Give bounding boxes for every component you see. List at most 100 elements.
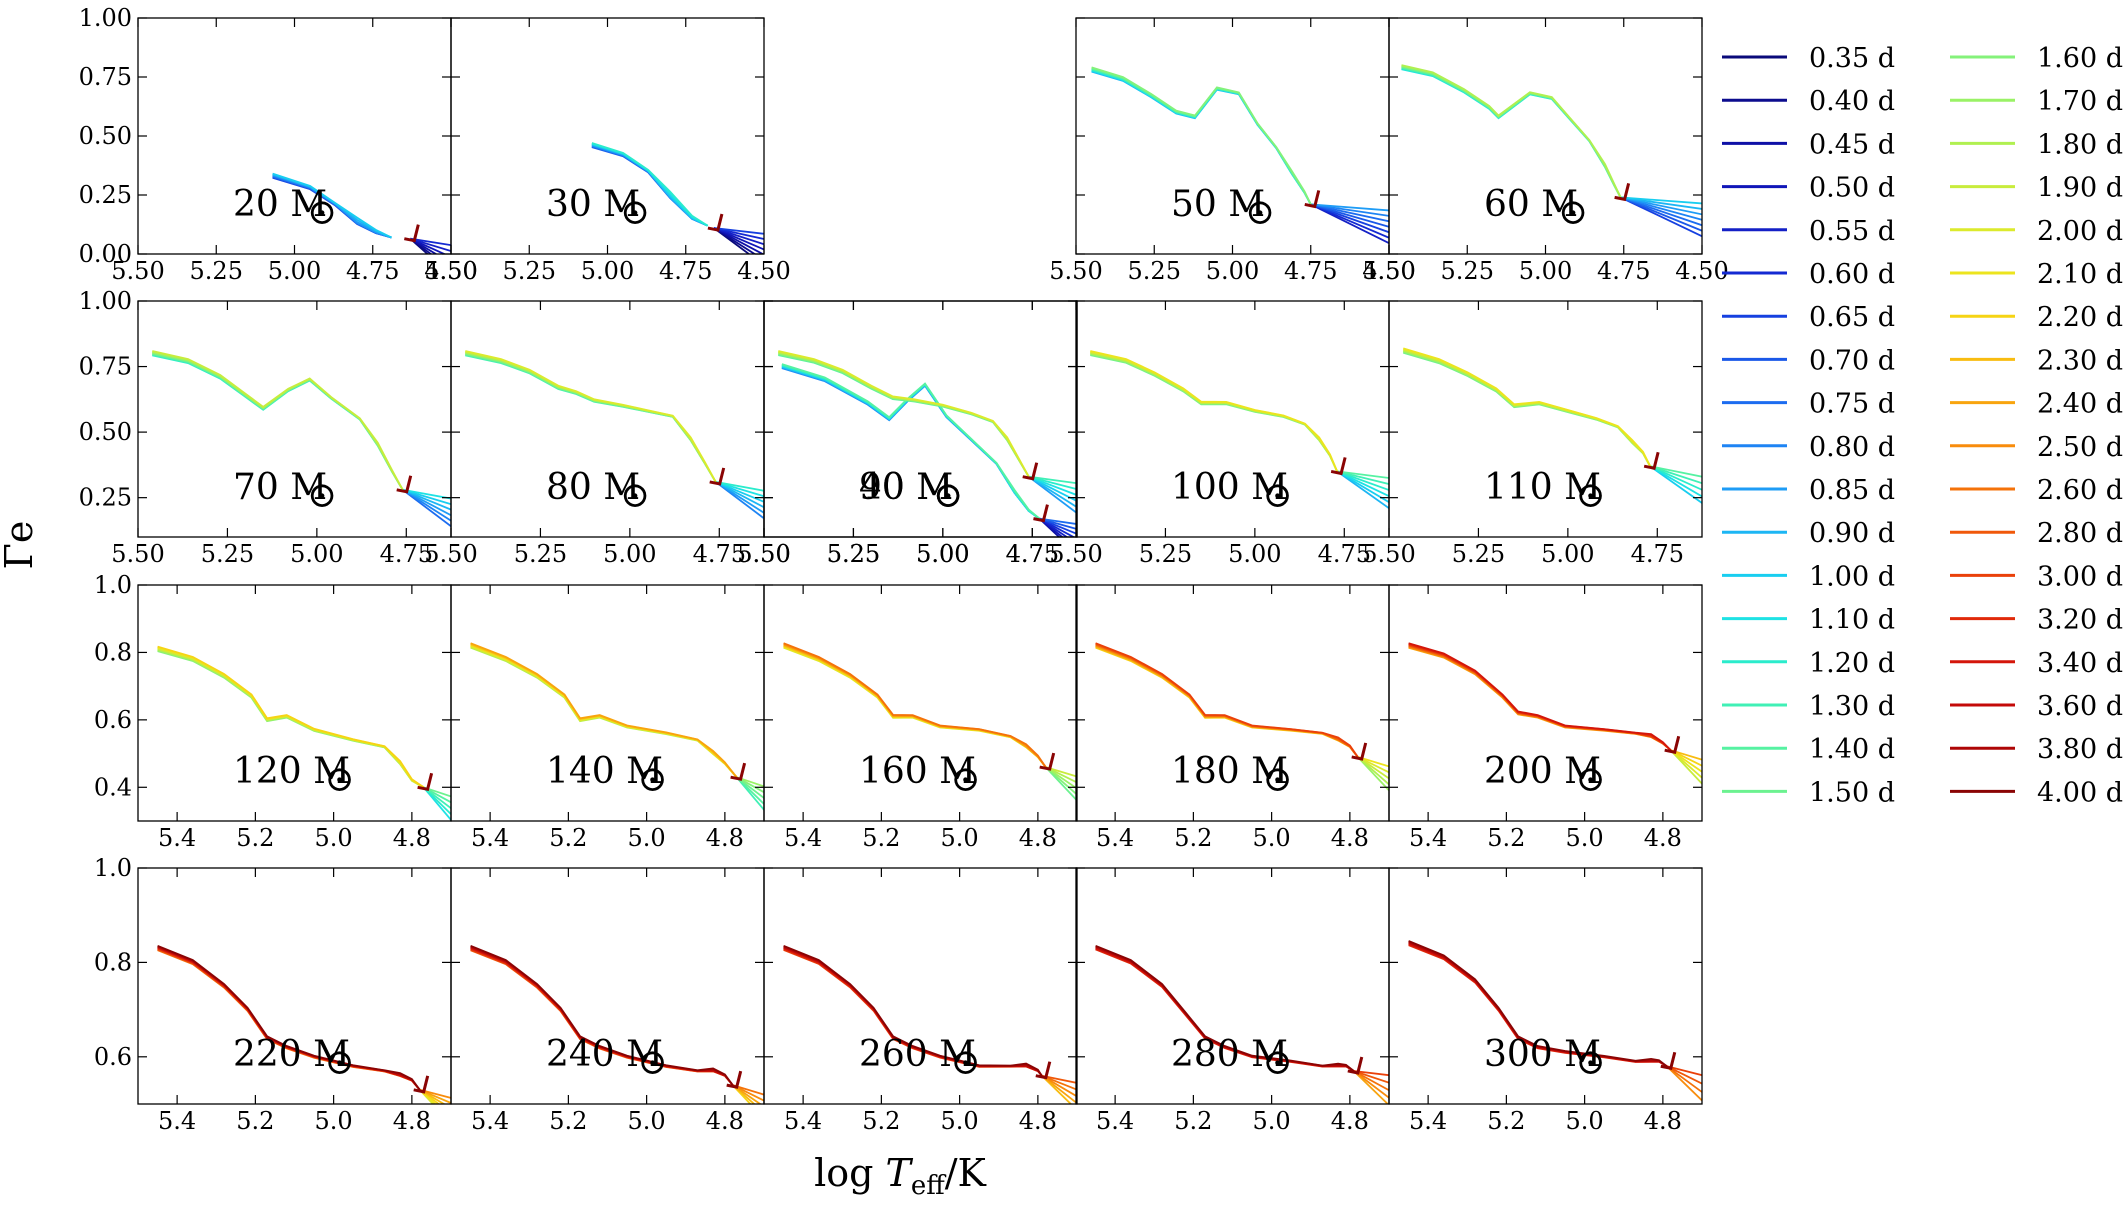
x-axis-label: log Teff/K <box>814 1151 986 1201</box>
panel-280: 5.4 5.2 5.0 4.8 280 M⊙ <box>1075 867 1390 1135</box>
track-2-50-d <box>419 1088 451 1099</box>
zams-hook <box>730 762 747 781</box>
panel-tracks <box>783 642 1077 802</box>
track-2-40-d <box>470 642 738 778</box>
track-1-50-d <box>1403 351 1651 467</box>
legend-item-2-30-d: 2.30 d <box>1950 345 2123 376</box>
legend-item-1-10-d: 1.10 d <box>1722 605 1895 636</box>
x-tick-label: 4.8 <box>393 1107 431 1135</box>
x-tick-label: 5.2 <box>862 1107 900 1135</box>
sun-symbol: ⊙ <box>1558 192 1588 233</box>
legend-label: 3.40 d <box>2037 648 2123 679</box>
legend-label: 1.40 d <box>1809 734 1895 765</box>
y-axis-label: Γe <box>0 521 41 570</box>
sun-symbol: ⊙ <box>325 1042 355 1083</box>
panel-110: 5.50 5.25 5.00 4.75 110 M⊙ <box>1362 300 1703 568</box>
panel-tracks <box>1408 642 1702 786</box>
panel-frame <box>763 300 1078 538</box>
x-tick-label: 5.2 <box>862 824 900 852</box>
x-tick-label: 5.2 <box>236 824 274 852</box>
legend-item-0-70-d: 0.70 d <box>1722 345 1895 376</box>
sun-symbol: ⊙ <box>307 192 337 233</box>
legend-label: 2.00 d <box>2037 216 2123 247</box>
panel-frame <box>1388 300 1703 538</box>
x-tick-label: 5.25 <box>1128 257 1181 285</box>
mass-label: 160 M <box>859 751 976 792</box>
track-2-00-d <box>1403 348 1651 467</box>
track-1-00-d <box>272 172 392 239</box>
x-tick-label: 5.4 <box>784 1107 822 1135</box>
track-0-40-d <box>409 237 433 254</box>
panel-tracks <box>783 944 1077 1104</box>
legend-label: 1.30 d <box>1809 691 1895 722</box>
x-tick-label: 5.25 <box>190 257 243 285</box>
track-1-60-d <box>1403 351 1651 467</box>
x-tick-label: 4.75 <box>693 540 746 568</box>
sun-symbol: ⊙ <box>1263 759 1293 800</box>
x-tick-label: 5.4 <box>158 824 196 852</box>
x-tick-label: 5.00 <box>916 540 969 568</box>
zams-hook <box>726 1070 743 1089</box>
legend-item-1-00-d: 1.00 d <box>1722 561 1895 592</box>
track-2-10-d <box>1670 749 1702 773</box>
x-tick-label: 5.50 <box>111 257 164 285</box>
track-4-00-d <box>1095 944 1355 1072</box>
x-tick-label: 5.0 <box>1566 1107 1604 1135</box>
panel-200: 5.4 5.2 5.0 4.8 200 M⊙ <box>1388 584 1703 852</box>
legend-label: 4.00 d <box>2037 777 2123 808</box>
track-2-00-d <box>465 350 717 483</box>
y-tick-label: 0.50 <box>79 122 132 150</box>
track-1-80-d <box>1357 756 1389 786</box>
x-tick-label: 5.4 <box>1096 824 1134 852</box>
panel-frame <box>763 867 1078 1105</box>
mass-label: 200 M <box>1484 751 1601 792</box>
legend-label: 2.40 d <box>2037 389 2123 420</box>
legend-item-2-80-d: 2.80 d <box>1950 518 2123 549</box>
track-2-20-d <box>1095 646 1359 758</box>
track-2-60-d <box>1095 643 1359 758</box>
legend-label: 3.00 d <box>2037 561 2123 592</box>
panel-tracks <box>272 172 451 254</box>
legend-item-3-60-d: 3.60 d <box>1950 691 2123 722</box>
legend-label: 2.50 d <box>2037 432 2123 463</box>
x-tick-label: 5.00 <box>268 257 321 285</box>
legend-item-2-60-d: 2.60 d <box>1950 475 2123 506</box>
mass-label: 260 M <box>859 1034 976 1075</box>
track-1-50-d <box>1090 354 1338 472</box>
track-1-20-d <box>422 786 451 816</box>
panel-140: 5.4 5.2 5.0 4.8 140 M⊙ <box>450 584 765 852</box>
track-0-60-d <box>410 237 451 247</box>
legend-item-2-20-d: 2.20 d <box>1950 302 2123 333</box>
mass-label: 90 M <box>859 467 953 508</box>
track-2-30-d <box>419 1089 446 1104</box>
sun-symbol: ⊙ <box>933 475 963 516</box>
x-tick-label: 5.0 <box>628 824 666 852</box>
panel-tracks <box>157 944 451 1104</box>
track-1-40-d <box>1336 470 1389 479</box>
track-2-80-d <box>1353 1070 1389 1084</box>
panel-120: 5.4 5.2 5.0 4.8 0.4 0.6 0.8 1.0 120 M⊙ <box>94 571 452 852</box>
track-1-40-d <box>1649 465 1702 478</box>
track-1-90-d <box>1670 749 1702 786</box>
legend-item-2-10-d: 2.10 d <box>1950 259 2123 290</box>
track-1-80-d <box>1090 352 1338 472</box>
track-1-50-d <box>736 776 764 800</box>
zams-hook <box>1035 1061 1052 1080</box>
legend-item-3-80-d: 3.80 d <box>1950 734 2123 765</box>
legend-item-2-00-d: 2.00 d <box>1950 216 2123 247</box>
track-0-90-d <box>1028 475 1077 509</box>
panel-160: 5.4 5.2 5.0 4.8 160 M⊙ <box>763 584 1078 852</box>
x-tick-label: 5.50 <box>424 257 477 285</box>
track-2-40-d <box>1408 646 1672 751</box>
sun-symbol: ⊙ <box>1263 475 1293 516</box>
x-tick-label: 4.8 <box>1019 824 1057 852</box>
track-2-00-d <box>1357 756 1389 774</box>
panel-100: 5.50 5.25 5.00 4.75 100 M⊙ <box>1049 300 1390 568</box>
y-tick-label: 1.0 <box>94 854 132 882</box>
track-2-10-d <box>783 646 1047 768</box>
x-tick-label: 5.4 <box>471 824 509 852</box>
x-tick-label: 4.8 <box>1331 1107 1369 1135</box>
x-tick-label: 5.50 <box>111 540 164 568</box>
x-tick-label: 5.4 <box>471 1107 509 1135</box>
